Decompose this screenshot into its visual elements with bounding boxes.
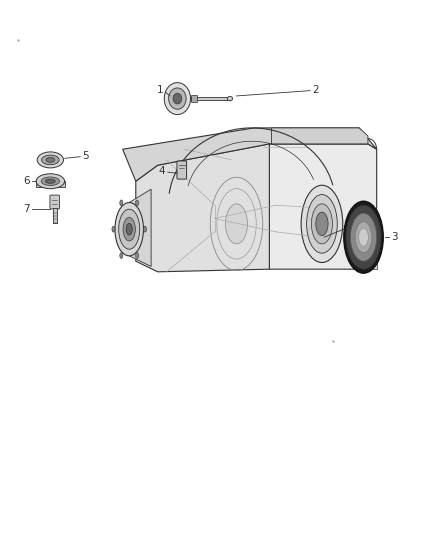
Polygon shape — [129, 189, 151, 266]
Text: 3: 3 — [391, 232, 398, 242]
Ellipse shape — [120, 200, 123, 206]
Ellipse shape — [46, 158, 55, 163]
Polygon shape — [123, 128, 377, 181]
Ellipse shape — [316, 212, 328, 236]
Text: 2: 2 — [312, 85, 319, 94]
Text: 7: 7 — [23, 204, 30, 214]
Ellipse shape — [120, 253, 123, 259]
Ellipse shape — [115, 203, 143, 256]
Ellipse shape — [355, 222, 372, 253]
Ellipse shape — [36, 174, 65, 189]
Ellipse shape — [126, 223, 132, 235]
Ellipse shape — [226, 204, 247, 244]
Bar — [191, 97, 230, 100]
Polygon shape — [136, 144, 269, 272]
Bar — [191, 95, 197, 102]
Ellipse shape — [41, 177, 60, 185]
FancyBboxPatch shape — [50, 195, 60, 209]
Text: 5: 5 — [82, 151, 89, 160]
FancyBboxPatch shape — [177, 161, 187, 179]
Text: 6: 6 — [23, 176, 30, 186]
Ellipse shape — [119, 209, 140, 249]
Ellipse shape — [42, 155, 59, 165]
Ellipse shape — [136, 200, 138, 206]
Polygon shape — [272, 128, 368, 144]
Ellipse shape — [37, 152, 64, 168]
Ellipse shape — [346, 205, 381, 269]
Text: 1: 1 — [156, 85, 163, 94]
Circle shape — [173, 93, 182, 104]
Bar — [53, 208, 57, 223]
Polygon shape — [36, 181, 65, 187]
Ellipse shape — [311, 204, 332, 244]
Ellipse shape — [359, 228, 368, 246]
Ellipse shape — [136, 253, 138, 259]
Ellipse shape — [143, 227, 146, 232]
Circle shape — [169, 88, 186, 109]
Ellipse shape — [344, 201, 383, 273]
Circle shape — [164, 83, 191, 115]
Text: 4: 4 — [159, 166, 166, 175]
Ellipse shape — [227, 96, 233, 101]
Ellipse shape — [46, 179, 55, 183]
Ellipse shape — [112, 227, 115, 232]
Ellipse shape — [301, 185, 343, 263]
Ellipse shape — [307, 195, 337, 253]
Ellipse shape — [123, 217, 135, 241]
Ellipse shape — [350, 213, 377, 261]
Polygon shape — [368, 261, 377, 269]
Polygon shape — [269, 144, 377, 269]
